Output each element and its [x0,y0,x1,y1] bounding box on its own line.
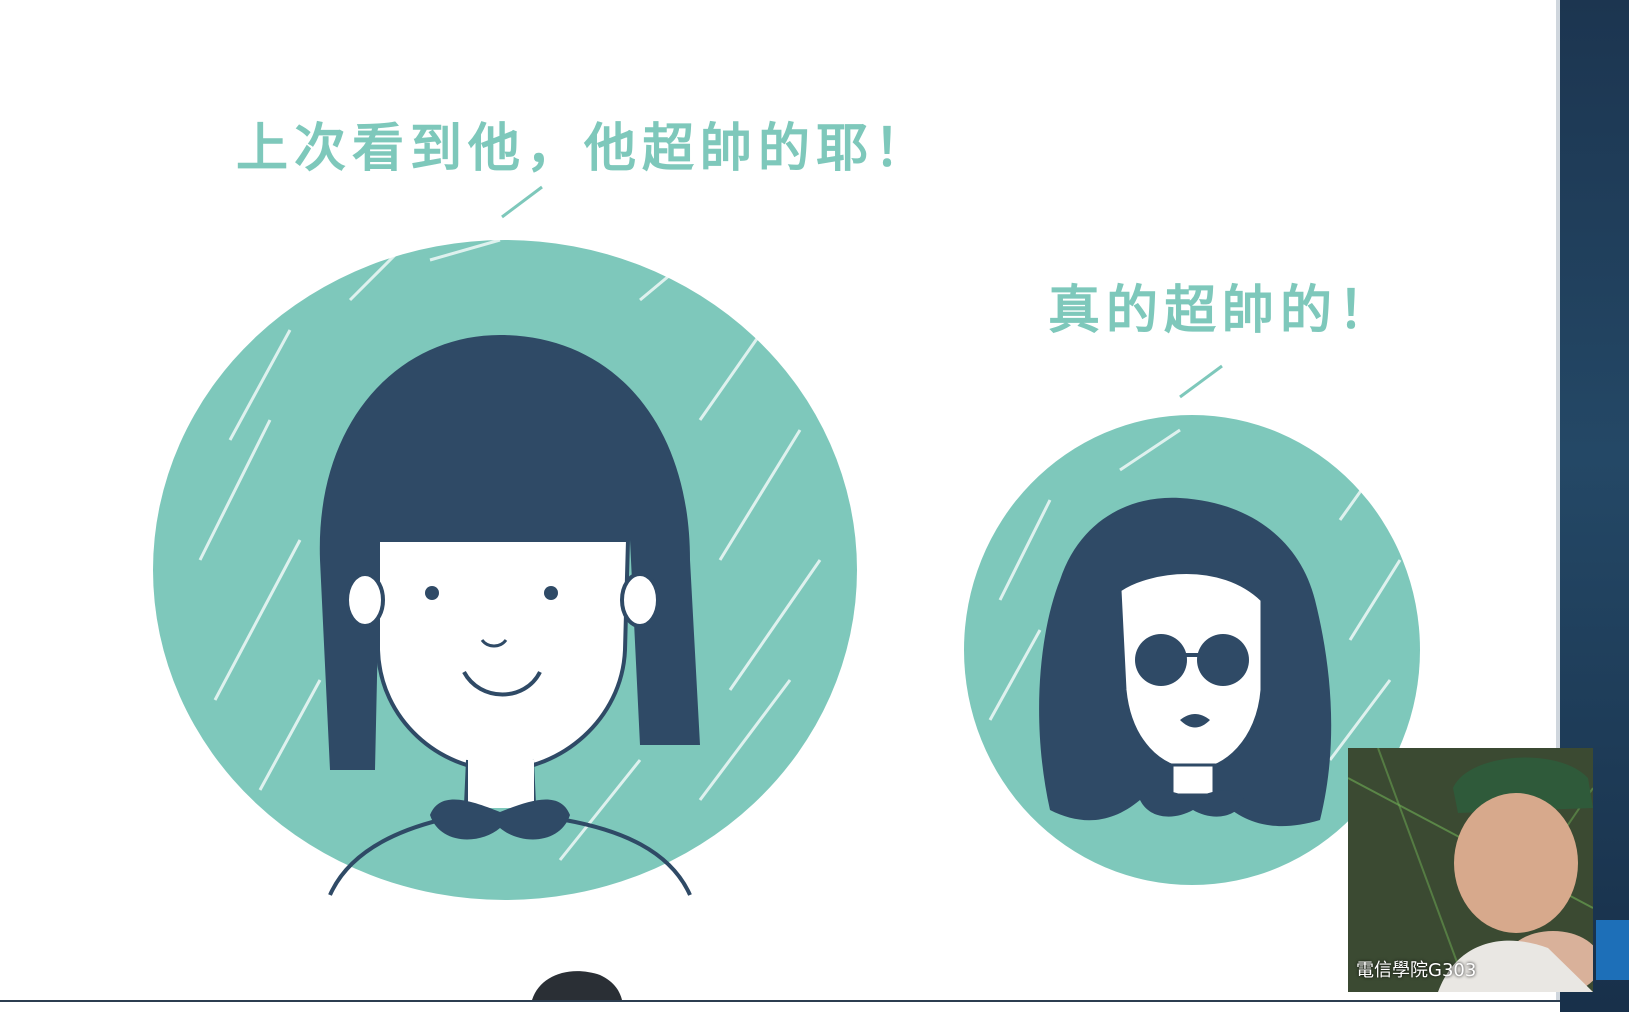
webcam-overlay[interactable]: 電信學院G303 [1348,748,1593,992]
partial-figure-bottom [532,971,622,1000]
speech-bubble-right: 真的超帥的！ [1048,281,1397,341]
bottom-strip [0,1000,1560,1012]
window-edge [1556,0,1560,1012]
webcam-video [1348,748,1593,992]
presentation-slide: 上次看到他，他超帥的耶！ 真的超帥的！ [153,119,1420,1000]
girl-right [1039,497,1332,827]
speech-tick-left [501,185,543,219]
illustration [153,185,1420,1000]
corner-badge [1596,920,1629,980]
girl-left [319,335,700,896]
speech-bubble-left: 上次看到他，他超帥的耶！ [236,119,933,179]
speech-tick-right [1179,364,1223,399]
webcam-label: 電信學院G303 [1356,960,1477,981]
